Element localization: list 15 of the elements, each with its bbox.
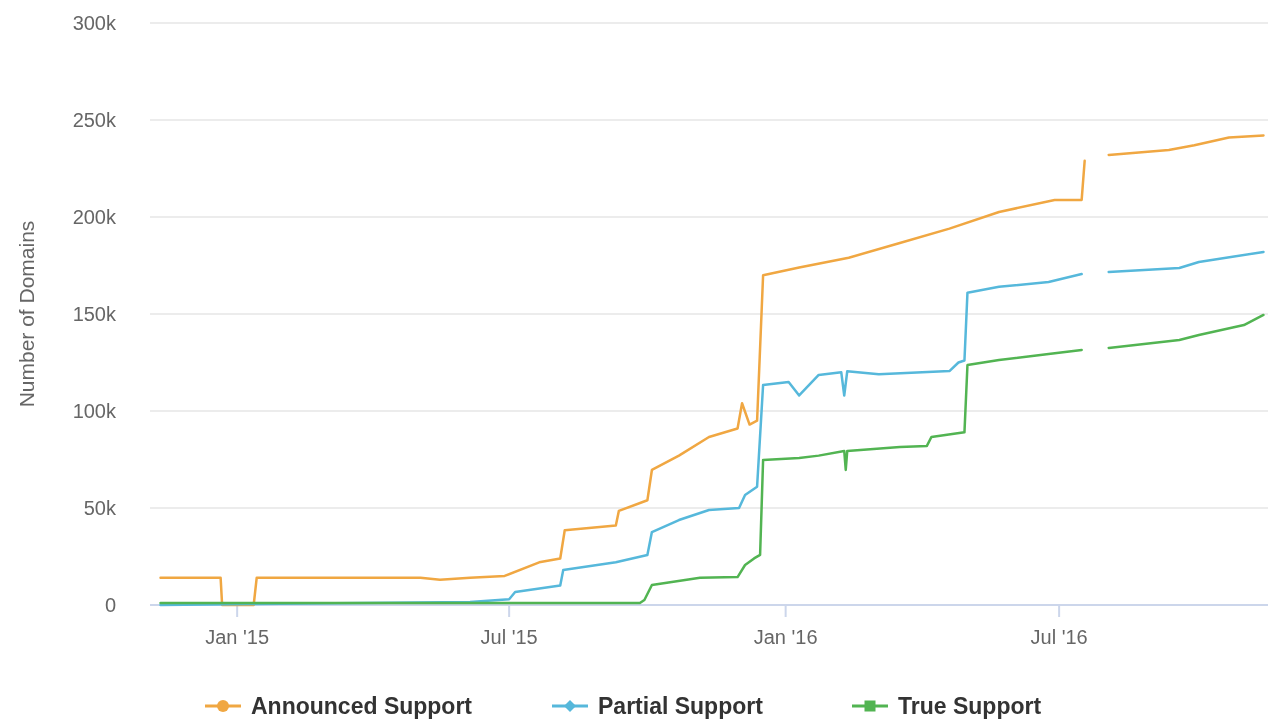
legend-label: Announced Support — [251, 693, 473, 719]
x-tick-label: Jan '16 — [753, 626, 818, 648]
y-tick-label: 150k — [72, 303, 117, 325]
legend-label: Partial Support — [598, 693, 764, 719]
x-tick-label: Jul '16 — [1030, 626, 1088, 648]
y-tick-label: 50k — [83, 497, 117, 519]
x-tick-label: Jan '15 — [205, 626, 270, 648]
legend-label: True Support — [898, 693, 1042, 719]
y-tick-label: 300k — [72, 12, 117, 34]
y-tick-label: 200k — [72, 206, 117, 228]
y-tick-label: 100k — [72, 400, 117, 422]
y-tick-label: 0 — [104, 594, 116, 616]
x-tick-label: Jul '15 — [480, 626, 538, 648]
y-axis-title: Number of Domains — [15, 220, 38, 408]
y-tick-label: 250k — [72, 109, 117, 131]
